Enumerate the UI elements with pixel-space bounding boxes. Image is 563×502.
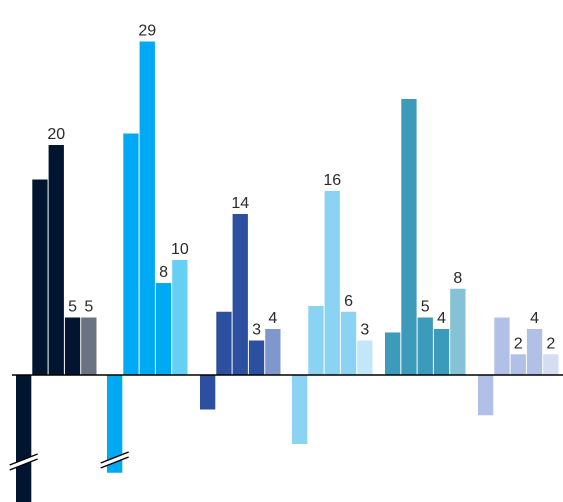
data-label-g6-5: 2 — [546, 335, 555, 352]
bar-g2-5 — [172, 260, 188, 375]
data-label-g3-3: 14 — [231, 195, 249, 212]
bar-g5-4 — [433, 329, 450, 375]
bar-g2-2 — [123, 133, 139, 375]
bar-g1-1 — [16, 375, 32, 502]
data-label-g6-3: 2 — [514, 335, 523, 352]
bar-g5-5 — [450, 288, 466, 375]
data-label-g2-5: 10 — [171, 241, 189, 258]
bar-g4-2 — [308, 306, 324, 375]
axis-break-line-2-2 — [100, 456, 129, 469]
axis-break-line-1-1 — [9, 453, 38, 466]
data-label-g4-5: 3 — [360, 322, 369, 339]
bar-g2-1 — [107, 375, 123, 473]
bar-g2-4 — [155, 283, 172, 375]
bar-g3-3 — [232, 214, 248, 375]
bar-g5-2 — [401, 99, 417, 375]
data-label-g3-5: 4 — [268, 310, 277, 327]
bar-g4-3 — [324, 191, 340, 375]
data-label-g2-4: 8 — [159, 264, 168, 281]
bar-g3-5 — [265, 329, 281, 375]
bar-g2-3 — [139, 41, 155, 375]
data-label-g5-3: 5 — [421, 299, 430, 316]
axis-break-gap-2 — [100, 452, 129, 468]
bar-g1-2 — [32, 179, 48, 375]
bar-g6-4 — [526, 329, 543, 375]
data-label-g4-4: 6 — [344, 293, 353, 310]
bar-g3-4 — [248, 340, 265, 375]
data-label-g3-4: 3 — [252, 322, 261, 339]
bar-g3-1 — [200, 375, 216, 410]
bars-layer — [16, 41, 559, 502]
bar-g6-3 — [510, 354, 526, 375]
bar-g5-3 — [417, 317, 433, 375]
data-label-g1-4: 5 — [68, 299, 77, 316]
bar-g5-1 — [385, 332, 401, 375]
data-label-g5-5: 8 — [453, 270, 462, 287]
data-label-g1-3: 20 — [47, 126, 65, 143]
data-label-g5-4: 4 — [437, 310, 446, 327]
data-label-g2-3: 29 — [138, 23, 156, 40]
bar-g1-5 — [81, 317, 97, 375]
bar-g3-2 — [216, 311, 232, 375]
bar-g4-5 — [357, 340, 373, 375]
bar-g4-4 — [340, 311, 357, 375]
bar-g4-1 — [292, 375, 308, 444]
bar-g6-5 — [543, 354, 559, 375]
bar-g1-3 — [48, 145, 64, 375]
bar-g1-4 — [64, 317, 81, 375]
data-label-g4-3: 16 — [323, 172, 341, 189]
data-label-g1-5: 5 — [84, 299, 93, 316]
axis-break-gap-1 — [9, 454, 38, 470]
bar-g6-2 — [494, 317, 510, 375]
axis-breaks — [9, 451, 129, 471]
bar-g6-1 — [478, 375, 494, 416]
axis-break-line-2-1 — [100, 451, 129, 464]
data-label-g6-4: 4 — [530, 310, 539, 327]
axis-break-line-1-2 — [9, 458, 38, 471]
